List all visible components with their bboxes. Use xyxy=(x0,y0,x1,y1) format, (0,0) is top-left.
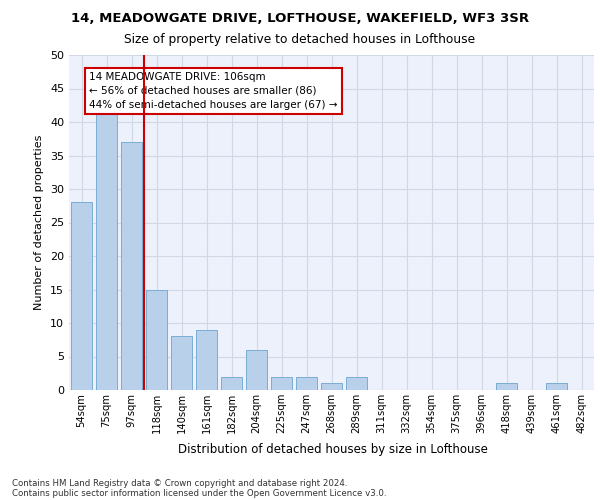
Bar xyxy=(146,290,167,390)
Text: Contains public sector information licensed under the Open Government Licence v3: Contains public sector information licen… xyxy=(12,488,386,498)
Bar xyxy=(196,330,217,390)
Text: 14 MEADOWGATE DRIVE: 106sqm
← 56% of detached houses are smaller (86)
44% of sem: 14 MEADOWGATE DRIVE: 106sqm ← 56% of det… xyxy=(89,72,337,110)
Bar xyxy=(496,384,517,390)
Bar xyxy=(246,350,267,390)
Text: Contains HM Land Registry data © Crown copyright and database right 2024.: Contains HM Land Registry data © Crown c… xyxy=(12,478,347,488)
Text: 14, MEADOWGATE DRIVE, LOFTHOUSE, WAKEFIELD, WF3 3SR: 14, MEADOWGATE DRIVE, LOFTHOUSE, WAKEFIE… xyxy=(71,12,529,26)
Text: Distribution of detached houses by size in Lofthouse: Distribution of detached houses by size … xyxy=(178,442,488,456)
Bar xyxy=(71,202,92,390)
Bar xyxy=(546,384,567,390)
Bar xyxy=(171,336,192,390)
Bar xyxy=(321,384,342,390)
Bar xyxy=(221,376,242,390)
Bar xyxy=(121,142,142,390)
Bar xyxy=(346,376,367,390)
Bar xyxy=(296,376,317,390)
Y-axis label: Number of detached properties: Number of detached properties xyxy=(34,135,44,310)
Text: Size of property relative to detached houses in Lofthouse: Size of property relative to detached ho… xyxy=(124,32,476,46)
Bar xyxy=(271,376,292,390)
Bar xyxy=(96,108,117,390)
